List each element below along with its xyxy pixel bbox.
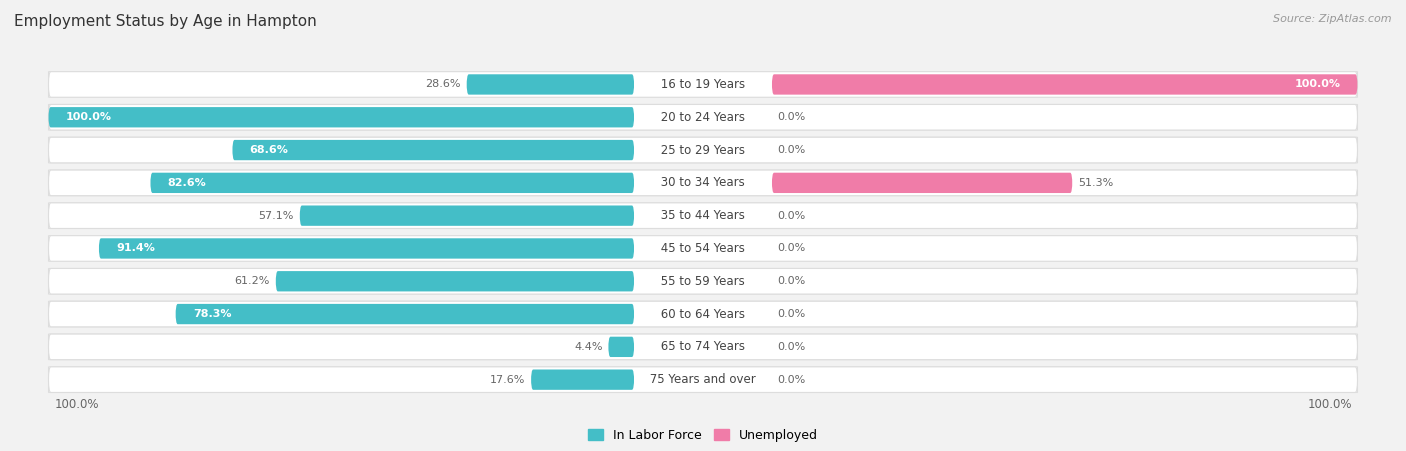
Text: 82.6%: 82.6% [167, 178, 207, 188]
Text: 0.0%: 0.0% [778, 211, 806, 221]
FancyBboxPatch shape [48, 107, 634, 128]
FancyBboxPatch shape [48, 268, 1358, 294]
Text: 75 Years and over: 75 Years and over [647, 373, 759, 386]
FancyBboxPatch shape [531, 369, 634, 390]
FancyBboxPatch shape [609, 337, 634, 357]
FancyBboxPatch shape [48, 367, 1358, 392]
FancyBboxPatch shape [48, 137, 1358, 163]
Text: 0.0%: 0.0% [778, 244, 806, 253]
FancyBboxPatch shape [48, 236, 1358, 261]
FancyBboxPatch shape [772, 173, 1073, 193]
FancyBboxPatch shape [48, 236, 1358, 261]
Text: 28.6%: 28.6% [426, 79, 461, 89]
FancyBboxPatch shape [48, 203, 1358, 229]
Legend: In Labor Force, Unemployed: In Labor Force, Unemployed [583, 423, 823, 446]
Text: 61.2%: 61.2% [235, 276, 270, 286]
Text: 65 to 74 Years: 65 to 74 Years [657, 341, 749, 354]
Text: 100.0%: 100.0% [66, 112, 111, 122]
FancyBboxPatch shape [48, 170, 1358, 196]
FancyBboxPatch shape [48, 137, 1358, 163]
FancyBboxPatch shape [48, 301, 1358, 327]
FancyBboxPatch shape [48, 72, 1358, 97]
Text: 100.0%: 100.0% [1295, 79, 1340, 89]
FancyBboxPatch shape [48, 334, 1358, 359]
Text: 78.3%: 78.3% [193, 309, 232, 319]
Text: Employment Status by Age in Hampton: Employment Status by Age in Hampton [14, 14, 316, 28]
Text: 0.0%: 0.0% [778, 112, 806, 122]
Text: 0.0%: 0.0% [778, 342, 806, 352]
Text: 100.0%: 100.0% [55, 398, 98, 411]
Text: 57.1%: 57.1% [259, 211, 294, 221]
FancyBboxPatch shape [48, 334, 1358, 359]
FancyBboxPatch shape [150, 173, 634, 193]
FancyBboxPatch shape [98, 238, 634, 258]
Text: 0.0%: 0.0% [778, 276, 806, 286]
Text: 16 to 19 Years: 16 to 19 Years [657, 78, 749, 91]
FancyBboxPatch shape [48, 72, 1358, 97]
Text: 0.0%: 0.0% [778, 309, 806, 319]
FancyBboxPatch shape [48, 105, 1358, 130]
FancyBboxPatch shape [176, 304, 634, 324]
Text: 55 to 59 Years: 55 to 59 Years [657, 275, 749, 288]
Text: 17.6%: 17.6% [489, 375, 526, 385]
Text: 0.0%: 0.0% [778, 145, 806, 155]
FancyBboxPatch shape [467, 74, 634, 95]
Text: 91.4%: 91.4% [117, 244, 155, 253]
FancyBboxPatch shape [276, 271, 634, 291]
Text: 45 to 54 Years: 45 to 54 Years [657, 242, 749, 255]
Text: 60 to 64 Years: 60 to 64 Years [657, 308, 749, 321]
FancyBboxPatch shape [299, 206, 634, 226]
FancyBboxPatch shape [48, 170, 1358, 196]
FancyBboxPatch shape [48, 203, 1358, 229]
Text: 25 to 29 Years: 25 to 29 Years [657, 143, 749, 156]
Text: 4.4%: 4.4% [574, 342, 603, 352]
Text: 68.6%: 68.6% [250, 145, 288, 155]
FancyBboxPatch shape [48, 105, 1358, 130]
FancyBboxPatch shape [772, 74, 1358, 95]
Text: 0.0%: 0.0% [778, 375, 806, 385]
Text: 51.3%: 51.3% [1078, 178, 1114, 188]
FancyBboxPatch shape [48, 268, 1358, 294]
Text: 35 to 44 Years: 35 to 44 Years [657, 209, 749, 222]
Text: Source: ZipAtlas.com: Source: ZipAtlas.com [1274, 14, 1392, 23]
Text: 30 to 34 Years: 30 to 34 Years [657, 176, 749, 189]
Text: 20 to 24 Years: 20 to 24 Years [657, 111, 749, 124]
FancyBboxPatch shape [48, 367, 1358, 392]
FancyBboxPatch shape [48, 301, 1358, 327]
Text: 100.0%: 100.0% [1308, 398, 1351, 411]
FancyBboxPatch shape [232, 140, 634, 160]
